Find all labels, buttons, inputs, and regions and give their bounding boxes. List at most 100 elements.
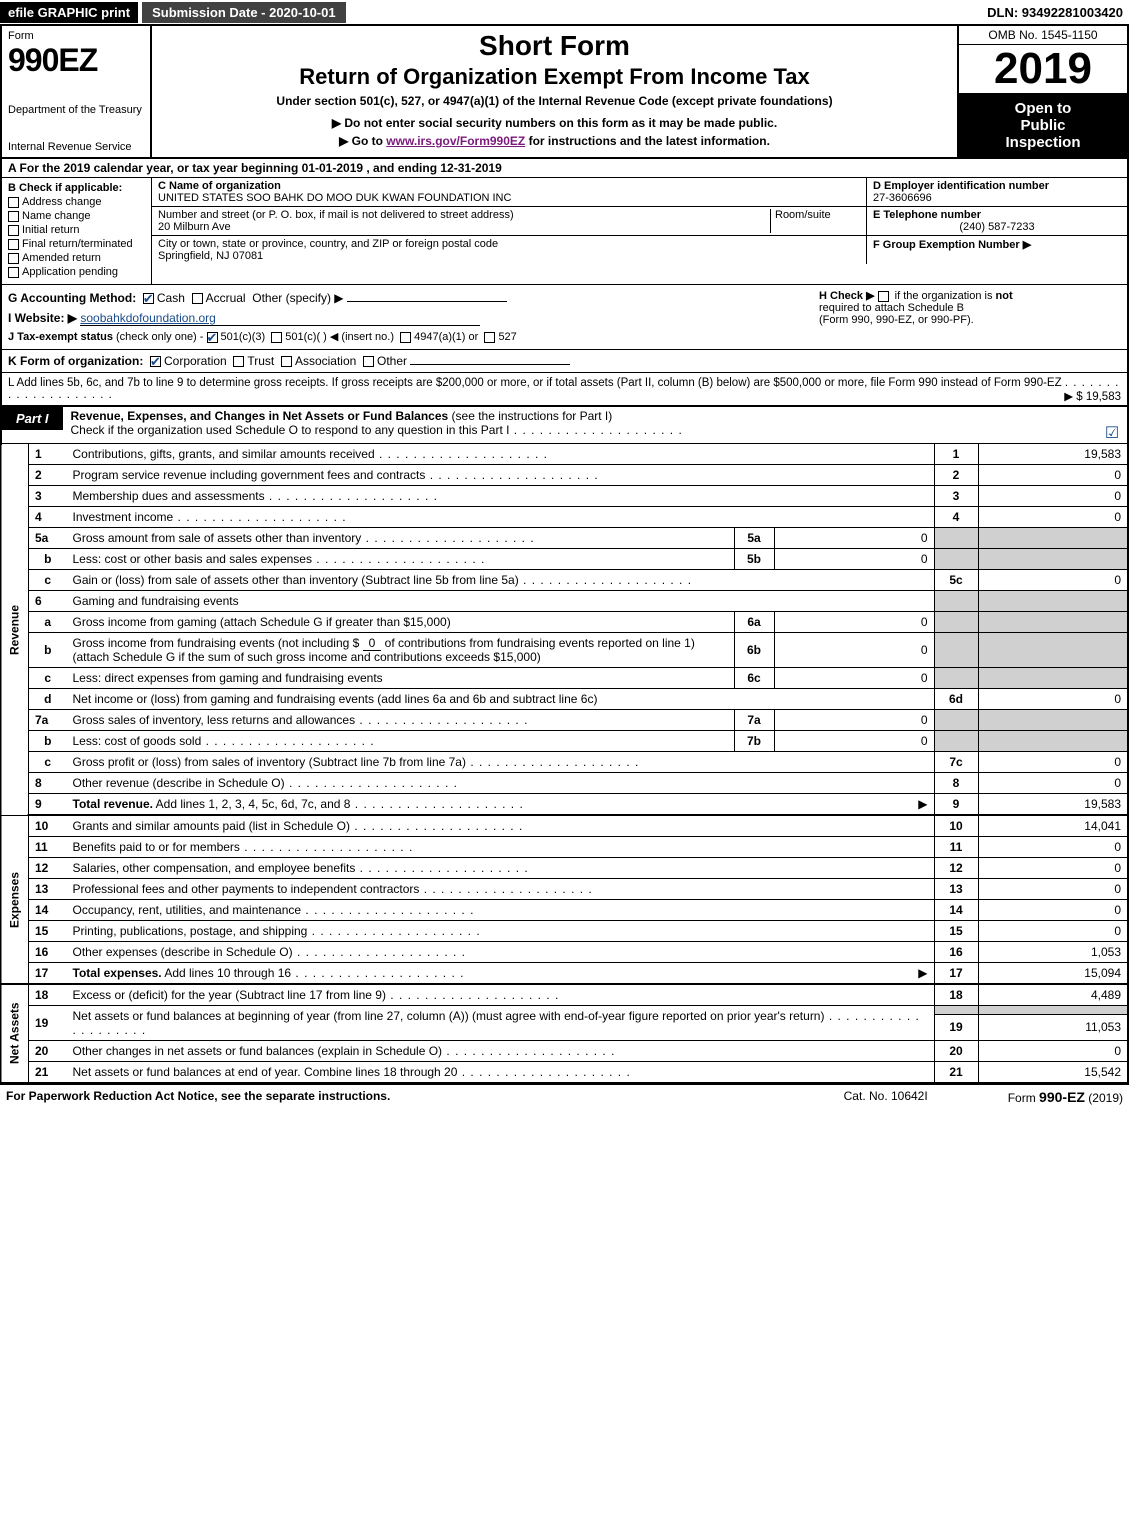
k-trust[interactable]: [233, 356, 244, 367]
row-12: 12Salaries, other compensation, and empl…: [1, 858, 1128, 879]
chk-amended-return[interactable]: Amended return: [8, 252, 145, 264]
row-6d: d Net income or (loss) from gaming and f…: [1, 689, 1128, 710]
i-label: I Website: ▶: [8, 311, 77, 325]
header-mid: Short Form Return of Organization Exempt…: [152, 26, 957, 157]
part-1-schedule-o-check[interactable]: ☑: [1097, 407, 1127, 443]
goto-link[interactable]: www.irs.gov/Form990EZ: [386, 134, 525, 148]
val-6a: 0: [774, 612, 934, 633]
block-b-c: B Check if applicable: Address change Na…: [0, 178, 1129, 285]
val-7c: 0: [978, 752, 1128, 773]
dln: DLN: 93492281003420: [987, 5, 1129, 20]
do-not-enter: ▶ Do not enter social security numbers o…: [332, 116, 777, 130]
chk-initial-return[interactable]: Initial return: [8, 224, 145, 236]
k-other[interactable]: [363, 356, 374, 367]
val-7a: 0: [774, 710, 934, 731]
val-2: 0: [978, 465, 1128, 486]
tax-year: 2019: [959, 45, 1127, 94]
open-to-public: Open to Public Inspection: [959, 94, 1127, 157]
val-5c: 0: [978, 570, 1128, 591]
val-10: 14,041: [978, 815, 1128, 837]
block-b: B Check if applicable: Address change Na…: [2, 178, 152, 284]
j-527[interactable]: [484, 332, 495, 343]
paperwork-notice: For Paperwork Reduction Act Notice, see …: [6, 1089, 390, 1105]
row-7c: c Gross profit or (loss) from sales of i…: [1, 752, 1128, 773]
block-c-name: C Name of organization UNITED STATES SOO…: [152, 178, 867, 206]
row-10: Expenses 10 Grants and similar amounts p…: [1, 815, 1128, 837]
block-d: D Employer identification number 27-3606…: [867, 178, 1127, 206]
d-val: 27-3606696: [873, 192, 1121, 204]
under-section: Under section 501(c), 527, or 4947(a)(1)…: [276, 94, 832, 108]
val-6b: 0: [774, 633, 934, 668]
expenses-label: Expenses: [1, 815, 29, 984]
val-4: 0: [978, 507, 1128, 528]
j-4947[interactable]: [400, 332, 411, 343]
header-left: Form 990EZ Department of the Treasury In…: [2, 26, 152, 157]
val-8: 0: [978, 773, 1128, 794]
g-other-field[interactable]: [347, 301, 507, 302]
val-11: 0: [978, 837, 1128, 858]
e-val: (240) 587-7233: [873, 221, 1121, 233]
d-label: D Employer identification number: [873, 180, 1121, 192]
row-8: 8 Other revenue (describe in Schedule O)…: [1, 773, 1128, 794]
row-11: 11Benefits paid to or for members110: [1, 837, 1128, 858]
row-2: 2 Program service revenue including gove…: [1, 465, 1128, 486]
row-17: 17Total expenses. Add lines 10 through 1…: [1, 963, 1128, 985]
k-association[interactable]: [281, 356, 292, 367]
block-c: C Name of organization UNITED STATES SOO…: [152, 178, 1127, 284]
g-accrual-check[interactable]: [192, 293, 203, 304]
row-1: Revenue 1 Contributions, gifts, grants, …: [1, 444, 1128, 465]
block-c-city: City or town, state or province, country…: [152, 236, 867, 264]
block-b-title: B Check if applicable:: [8, 182, 145, 194]
short-form-title: Short Form: [479, 30, 630, 62]
line-h: H Check ▶ if the organization is not req…: [819, 289, 1119, 326]
row-6c: c Less: direct expenses from gaming and …: [1, 668, 1128, 689]
f-label: F Group Exemption Number ▶: [873, 239, 1031, 251]
chk-application-pending[interactable]: Application pending: [8, 266, 145, 278]
row-14: 14Occupancy, rent, utilities, and mainte…: [1, 900, 1128, 921]
top-bar: efile GRAPHIC print Submission Date - 20…: [0, 0, 1129, 26]
val-19: 11,053: [978, 1014, 1128, 1040]
j-501c3[interactable]: [207, 332, 218, 343]
website-link[interactable]: soobahkdofoundation.org: [80, 311, 480, 326]
e-label: E Telephone number: [873, 209, 1121, 221]
line-j: J Tax-exempt status (check only one) - 5…: [8, 330, 1121, 343]
row-16: 16Other expenses (describe in Schedule O…: [1, 942, 1128, 963]
form-word: Form: [8, 30, 144, 42]
block-f: F Group Exemption Number ▶: [867, 236, 1127, 264]
chk-name-change[interactable]: Name change: [8, 210, 145, 222]
j-501c[interactable]: [271, 332, 282, 343]
g-cash-check[interactable]: [143, 293, 154, 304]
h-check[interactable]: [878, 291, 889, 302]
val-21: 15,542: [978, 1062, 1128, 1084]
part-1-badge: Part I: [2, 407, 63, 430]
row-7b: b Less: cost of goods sold 7b 0: [1, 731, 1128, 752]
val-14: 0: [978, 900, 1128, 921]
city-val: Springfield, NJ 07081: [158, 250, 860, 262]
open-1: Open to: [963, 100, 1123, 117]
row-21: 21Net assets or fund balances at end of …: [1, 1062, 1128, 1084]
chk-final-return[interactable]: Final return/terminated: [8, 238, 145, 250]
c-label: C Name of organization: [158, 180, 860, 192]
val-20: 0: [978, 1041, 1128, 1062]
line-a: A For the 2019 calendar year, or tax yea…: [0, 159, 1129, 178]
row-15: 15Printing, publications, postage, and s…: [1, 921, 1128, 942]
val-17: 15,094: [978, 963, 1128, 985]
block-c-street: Number and street (or P. O. box, if mail…: [158, 209, 770, 233]
row-20: 20Other changes in net assets or fund ba…: [1, 1041, 1128, 1062]
block-c-street-row: Number and street (or P. O. box, if mail…: [152, 207, 867, 235]
row-6: 6 Gaming and fundraising events: [1, 591, 1128, 612]
k-other-field[interactable]: [410, 364, 570, 365]
form-header: Form 990EZ Department of the Treasury In…: [0, 26, 1129, 159]
val-18: 4,489: [978, 984, 1128, 1006]
block-e: E Telephone number (240) 587-7233: [867, 207, 1127, 235]
k-corporation[interactable]: [150, 356, 161, 367]
footer: For Paperwork Reduction Act Notice, see …: [0, 1084, 1129, 1109]
val-6c: 0: [774, 668, 934, 689]
chk-address-change[interactable]: Address change: [8, 196, 145, 208]
row-7a: 7a Gross sales of inventory, less return…: [1, 710, 1128, 731]
efile-label[interactable]: efile GRAPHIC print: [0, 2, 138, 23]
return-title: Return of Organization Exempt From Incom…: [299, 64, 810, 90]
dept-treasury: Department of the Treasury: [8, 104, 144, 116]
row-18: Net Assets 18 Excess or (deficit) for th…: [1, 984, 1128, 1006]
room-suite: Room/suite: [770, 209, 860, 233]
